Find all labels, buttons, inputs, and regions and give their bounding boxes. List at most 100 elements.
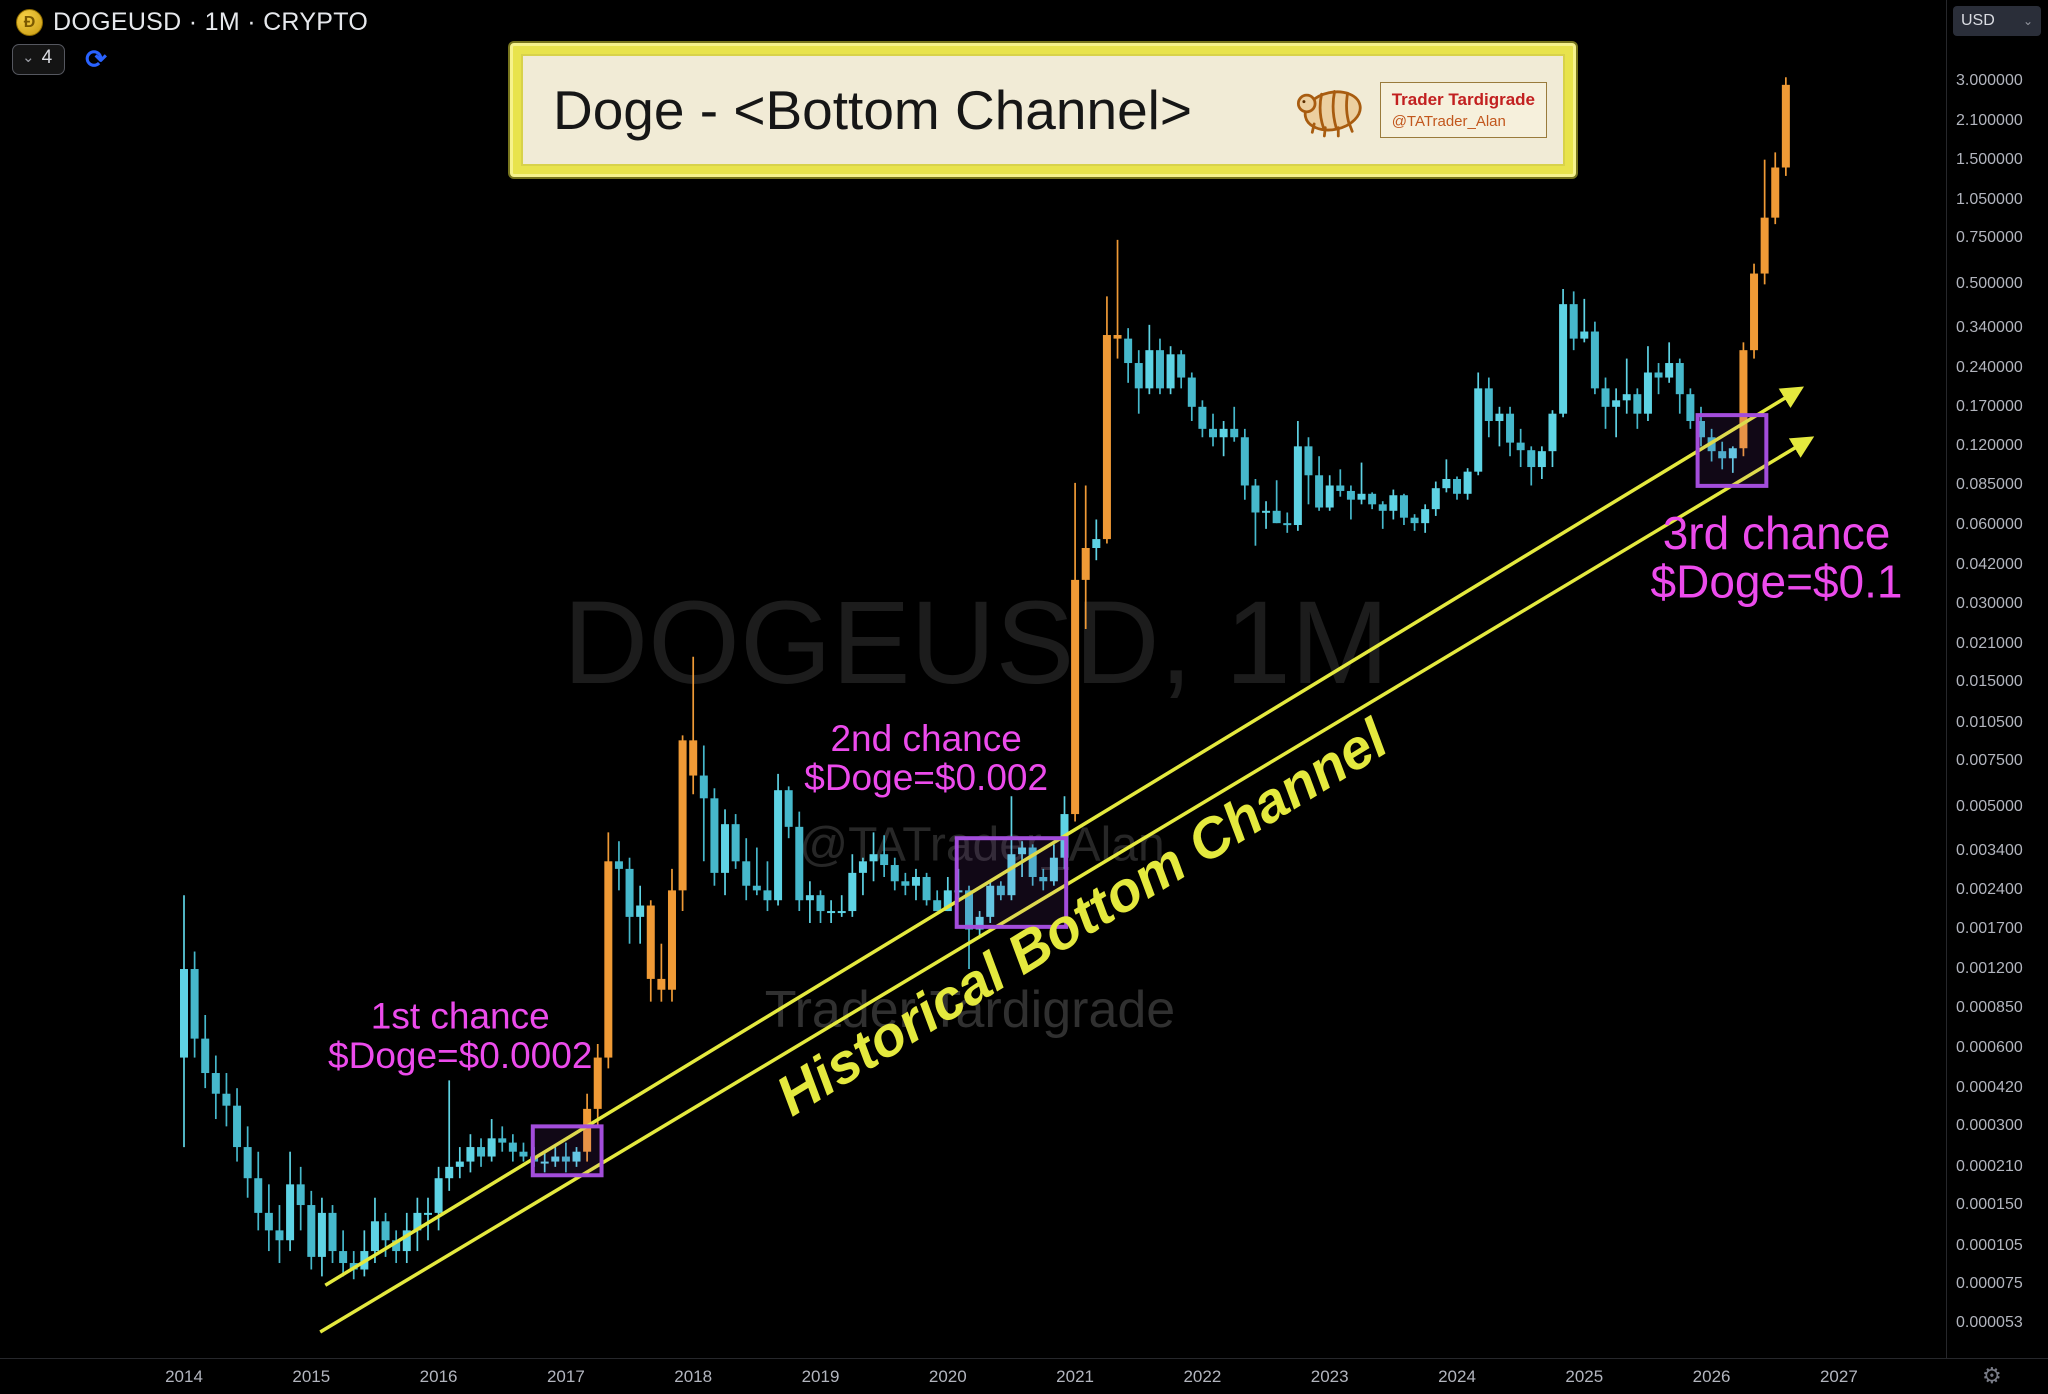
price-axis-label: 0.500000 [1956,275,2023,293]
candle [614,841,623,891]
currency-label: USD [1961,12,1995,29]
candle [540,1151,549,1173]
candle [1474,372,1483,476]
price-axis-label: 0.085000 [1956,476,2023,494]
price-axis-label: 0.007500 [1956,752,2023,770]
candle [339,1230,348,1277]
candle [445,1080,454,1191]
candle [296,1166,305,1231]
candle [1675,358,1684,414]
chance-callout[interactable]: 1st chance $Doge=$0.0002 [328,996,592,1076]
candle [1431,481,1440,516]
price-axis-label: 0.021000 [1956,635,2023,653]
candle [699,745,708,862]
chevron-down-icon: ⌄ [22,49,35,66]
currency-selector[interactable]: USD ⌄ [1953,6,2041,36]
price-axis[interactable]: USD ⌄ 3.000000 2.100000 1.500000 1.050000 0.… [1946,0,2048,1358]
candle [1325,475,1334,511]
candle [1113,239,1122,359]
candle [572,1147,581,1167]
candle [1463,468,1472,500]
candlestick-chart: 1st chance $Doge=$0.0002 2nd chance $Doge=$… [180,77,1903,1334]
candle [317,1197,326,1277]
time-axis-label: 2027 [1819,1367,1858,1386]
object-count-value: 4 [41,47,53,68]
candle [1590,321,1599,395]
refresh-icon[interactable]: ⟳ [85,44,107,74]
candle [1049,844,1058,886]
candle [816,890,825,924]
candle [1750,263,1759,359]
time-axis[interactable]: 2014 2015 2016 2017 2018 2019 2020 2021 2022 2023… [0,1358,2048,1394]
object-count-button[interactable]: ⌄ 4 [12,44,66,75]
chevron-down-icon: ⌄ [2022,14,2033,28]
candle [1251,478,1260,546]
price-axis-label: 3.000000 [1956,72,2023,89]
candle [201,1015,210,1089]
symbol-watermark: DOGEUSD, 1M [562,577,1390,709]
candle [774,773,783,906]
candle [721,809,730,896]
candle [837,895,846,917]
candle [275,1205,284,1264]
candle [604,832,613,1069]
candle [1771,152,1780,225]
price-axis-label: 0.000600 [1956,1038,2023,1056]
candle [1378,501,1387,529]
chance-callout[interactable]: 3rd chance $Doge=$0.1 [1651,507,1903,608]
candle [1527,446,1536,486]
candle [869,832,878,882]
candle [328,1205,337,1264]
candle [1410,514,1419,531]
candle [180,895,188,1148]
candle [975,911,984,937]
candle [1580,298,1589,343]
candle [678,735,687,912]
price-axis-label: 0.000105 [1956,1236,2023,1254]
author-watermark: Trader Tardigrade [764,981,1176,1039]
time-axis-label: 2022 [1183,1367,1222,1386]
price-axis-label: 0.750000 [1956,229,2023,247]
candle [1399,493,1408,526]
gear-icon[interactable]: ⚙ [1982,1363,2002,1388]
candle [392,1230,401,1264]
candle [1028,844,1037,886]
chance-box[interactable] [1695,413,1769,488]
candle [933,890,942,912]
candle [286,1151,295,1252]
candle [911,868,920,901]
candle [646,900,655,1002]
price-axis-label: 0.000150 [1956,1196,2023,1214]
time-axis-label: 2018 [674,1367,713,1386]
candle [1198,400,1207,438]
candle [742,838,751,901]
title-banner[interactable]: Doge - <Bottom Channel> Trader Tardigrad… [510,43,1576,177]
candle [1145,324,1154,395]
time-axis-label: 2021 [1056,1367,1095,1386]
chance-callout[interactable]: 2nd chance $Doge=$0.002 [804,718,1048,798]
chart-toolbar: ⌄ 4 ⟳ [12,44,107,75]
price-axis-label: 0.015000 [1956,673,2023,691]
price-axis-label: 0.010500 [1956,713,2023,731]
candle [880,835,889,877]
chart-pane[interactable]: DOGEUSD, 1M @TATrader_Alan Trader Tardig… [0,0,1946,1358]
candle [1177,350,1186,389]
title-banner-inner: Doge - <Bottom Channel> Trader Tardigrad… [521,54,1565,166]
symbol-title[interactable]: DOGEUSD · 1M · CRYPTO [53,8,369,36]
banner-title: Doge - <Bottom Channel> [553,79,1192,141]
candle [1537,446,1546,479]
candle [551,1147,560,1167]
candle [1262,501,1271,529]
price-axis-label: 0.170000 [1956,397,2023,415]
tardigrade-logo-icon [1296,90,1362,138]
chance-box[interactable] [530,1124,604,1178]
candle [625,857,634,944]
time-axis-label: 2019 [801,1367,840,1386]
candle [519,1142,528,1162]
candle [1516,428,1525,468]
price-axis-label: 0.002400 [1956,881,2023,899]
price-axis-label: 0.000075 [1956,1274,2023,1292]
chance-box[interactable] [954,836,1069,929]
candle [508,1134,517,1162]
